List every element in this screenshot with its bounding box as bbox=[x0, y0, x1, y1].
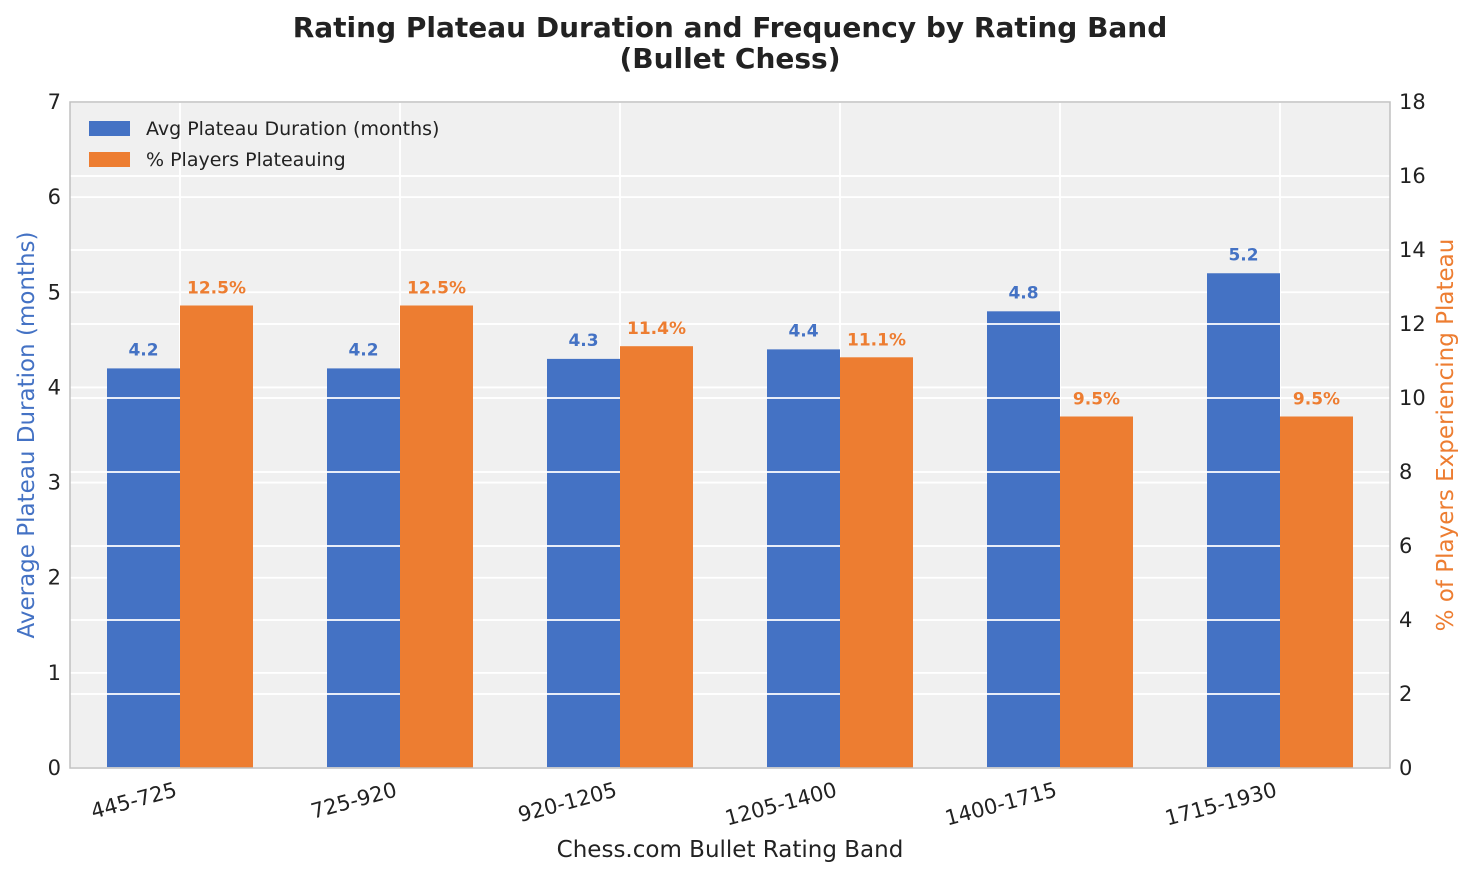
right-tick-label-5: 10 bbox=[1399, 386, 1426, 410]
percent-value-label-1: 12.5% bbox=[407, 279, 466, 299]
duration-value-label-5: 5.2 bbox=[1228, 245, 1258, 265]
legend-swatch-percent bbox=[89, 152, 130, 167]
right-axis-label: % of Players Experiencing Plateau bbox=[1433, 239, 1459, 632]
percent-bar-5 bbox=[1280, 416, 1353, 768]
percent-bar-4 bbox=[1060, 416, 1133, 768]
duration-bars bbox=[107, 273, 1280, 768]
percent-value-label-5: 9.5% bbox=[1293, 390, 1340, 410]
right-tick-label-0: 0 bbox=[1399, 756, 1412, 780]
percent-value-label-0: 12.5% bbox=[187, 279, 246, 299]
percent-bar-1 bbox=[400, 305, 473, 768]
duration-value-label-3: 4.4 bbox=[788, 321, 818, 341]
duration-value-label-1: 4.2 bbox=[348, 340, 378, 360]
duration-bar-3 bbox=[767, 349, 840, 768]
bar-value-labels: 4.2 4.2 4.3 4.4 4.8 5.2 12.5% 12.5% 11.4% 11.1% 9.… bbox=[128, 245, 1340, 409]
plot-area bbox=[70, 102, 1390, 768]
right-tick-label-1: 2 bbox=[1399, 682, 1412, 706]
legend-label-duration: Avg Plateau Duration (months) bbox=[146, 118, 439, 140]
left-tick-label-2: 2 bbox=[48, 566, 61, 590]
x-tick-label-2: 920-1205 bbox=[515, 778, 619, 827]
percent-value-label-3: 11.1% bbox=[847, 330, 906, 350]
plot-frame bbox=[69, 101, 1391, 769]
x-tick-label-0: 445-725 bbox=[88, 778, 179, 824]
percent-bars bbox=[180, 305, 1353, 768]
duration-value-label-2: 4.3 bbox=[568, 331, 598, 351]
percent-bar-2 bbox=[620, 346, 693, 768]
x-tick-label-1: 725-920 bbox=[308, 778, 399, 824]
percent-value-label-2: 11.4% bbox=[627, 319, 686, 339]
right-axis-gridline-overlay bbox=[70, 101, 1390, 769]
left-tick-label-7: 7 bbox=[48, 90, 61, 114]
right-tick-label-3: 6 bbox=[1399, 534, 1412, 558]
left-tick-label-6: 6 bbox=[48, 185, 61, 209]
duration-bar-0 bbox=[107, 368, 180, 768]
duration-bar-2 bbox=[547, 358, 620, 768]
chart-title-line2: (Bullet Chess) bbox=[620, 42, 841, 75]
left-axis-label: Average Plateau Duration (months) bbox=[14, 231, 40, 638]
x-tick-label-4: 1400-1715 bbox=[943, 778, 1060, 831]
percent-bar-0 bbox=[180, 305, 253, 768]
x-axis-label: Chess.com Bullet Rating Band bbox=[557, 837, 904, 863]
right-tick-label-2: 4 bbox=[1399, 608, 1412, 632]
left-tick-label-3: 3 bbox=[48, 471, 61, 495]
right-tick-label-8: 16 bbox=[1399, 164, 1426, 188]
percent-value-label-4: 9.5% bbox=[1073, 390, 1120, 410]
right-tick-label-4: 8 bbox=[1399, 460, 1412, 484]
right-tick-label-6: 12 bbox=[1399, 312, 1426, 336]
duration-bar-4 bbox=[987, 311, 1060, 768]
x-tick-label-3: 1205-1400 bbox=[723, 778, 840, 831]
right-axis-ticks: 0 2 4 6 8 10 12 14 16 18 bbox=[1399, 90, 1426, 780]
left-tick-label-4: 4 bbox=[48, 375, 61, 399]
chart-title-line1: Rating Plateau Duration and Frequency by… bbox=[293, 11, 1168, 44]
legend: Avg Plateau Duration (months) % Players … bbox=[89, 118, 439, 171]
x-tick-label-5: 1715-1930 bbox=[1163, 778, 1280, 831]
left-tick-label-1: 1 bbox=[48, 661, 61, 685]
duration-value-label-0: 4.2 bbox=[128, 340, 158, 360]
duration-value-label-4: 4.8 bbox=[1008, 283, 1038, 303]
left-tick-label-5: 5 bbox=[48, 280, 61, 304]
duration-bar-1 bbox=[327, 368, 400, 768]
percent-bar-3 bbox=[840, 357, 913, 768]
left-gridlines bbox=[70, 101, 1390, 769]
legend-swatch-duration bbox=[89, 121, 130, 136]
legend-label-percent: % Players Plateauing bbox=[146, 149, 346, 171]
right-tick-label-9: 18 bbox=[1399, 90, 1426, 114]
right-tick-label-7: 14 bbox=[1399, 238, 1426, 262]
left-axis-ticks: 0 1 2 3 4 5 6 7 bbox=[48, 90, 61, 780]
duration-bar-5 bbox=[1207, 273, 1280, 768]
left-tick-label-0: 0 bbox=[48, 756, 61, 780]
x-axis-ticks: 445-725 725-920 920-1205 1205-1400 1400-1715… bbox=[88, 778, 1279, 831]
